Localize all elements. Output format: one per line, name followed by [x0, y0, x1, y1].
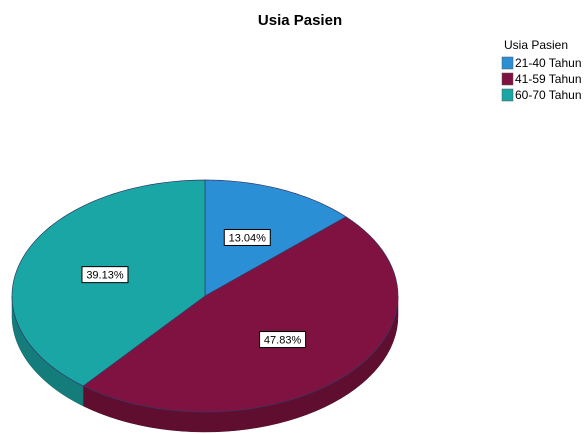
data-label-box — [259, 331, 307, 349]
legend-swatch — [501, 88, 514, 102]
data-label: 47.83% — [264, 334, 302, 346]
data-label: 39.13% — [86, 270, 124, 282]
legend-label: 60-70 Tahun — [515, 88, 582, 102]
data-label: 13.04% — [229, 232, 267, 244]
legend-label: 41-59 Tahun — [515, 72, 582, 86]
chart-title: Usia Pasien — [258, 12, 342, 29]
legend-title: Usia Pasien — [504, 38, 568, 52]
slice — [204, 179, 347, 297]
legend-swatch — [501, 56, 514, 70]
slice — [82, 216, 399, 413]
data-label-box — [81, 266, 129, 284]
data-label-box — [223, 228, 271, 246]
legend-swatch — [501, 72, 514, 86]
legend-label: 21-40 Tahun — [515, 56, 582, 70]
